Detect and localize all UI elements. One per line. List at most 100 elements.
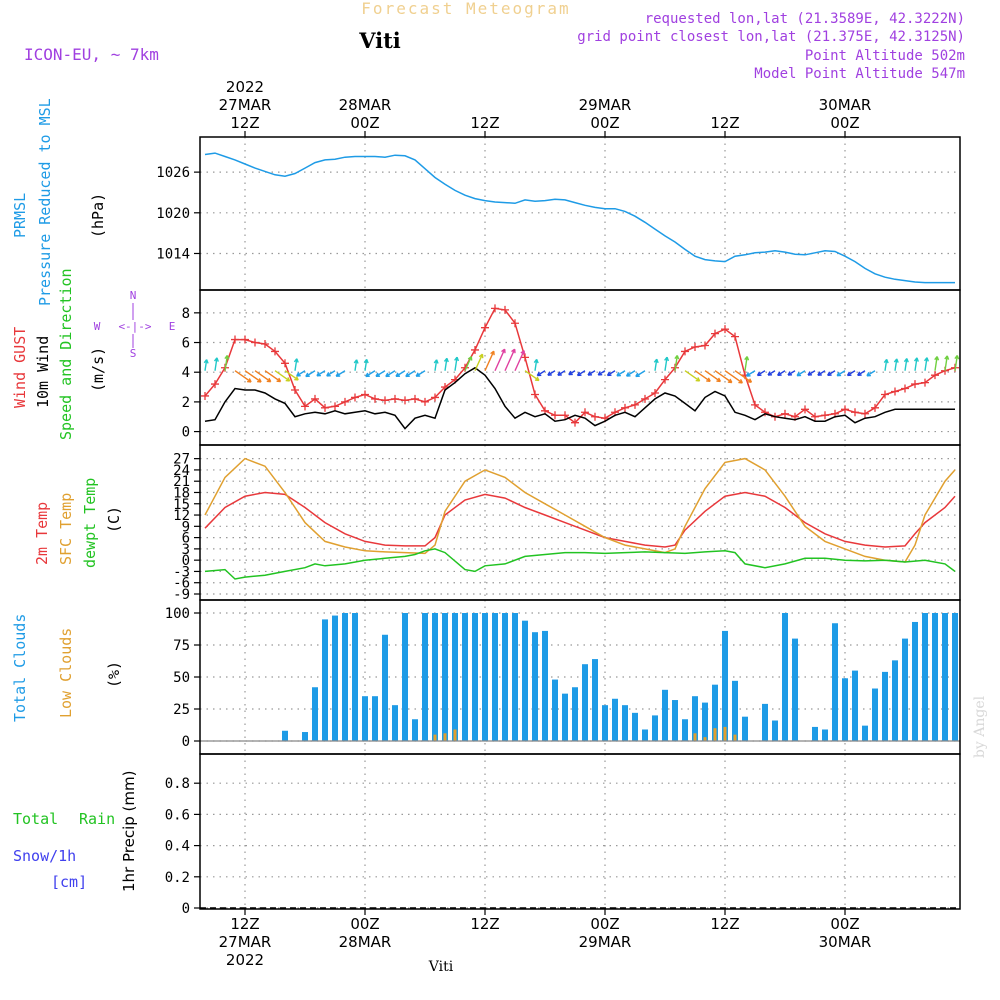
wind-arrow-head bbox=[954, 355, 960, 360]
ytick-label-pressure: 1026 bbox=[156, 165, 190, 181]
xtick-label-bottom: 12Z bbox=[470, 915, 499, 933]
wind-arrow bbox=[934, 356, 938, 371]
bar-total-clouds bbox=[552, 679, 558, 741]
wind-arrow bbox=[395, 370, 406, 377]
gust-marker bbox=[631, 400, 639, 409]
bar-total-clouds bbox=[832, 623, 838, 741]
xtick-label-top: 12Z bbox=[230, 114, 259, 132]
bar-total-clouds bbox=[932, 613, 938, 741]
wind-arrow-head bbox=[934, 356, 940, 361]
wind-arrow-head bbox=[511, 348, 516, 354]
gust-marker bbox=[801, 405, 809, 414]
wind-arrow-head bbox=[944, 355, 950, 360]
wind-arrow-head bbox=[335, 372, 341, 377]
gust-marker bbox=[271, 347, 279, 356]
wind-arrow-head bbox=[266, 377, 272, 383]
cloud-unit: (%) bbox=[105, 661, 123, 688]
bar-total-clouds bbox=[472, 613, 478, 741]
wind-arrow bbox=[884, 359, 888, 371]
ytick-label-temperature: 9 bbox=[182, 519, 190, 535]
temp-labels: 2m Temp SFC Temp dewpt Temp (C) bbox=[33, 478, 123, 568]
bar-total-clouds bbox=[912, 621, 918, 741]
wind-arrow bbox=[704, 370, 721, 383]
temp-label-2: SFC Temp bbox=[57, 493, 75, 565]
wind-arrow bbox=[354, 359, 358, 371]
ytick-label-temperature: 3 bbox=[182, 542, 190, 558]
wind-arrow bbox=[847, 370, 856, 377]
ytick-label-wind: 0 bbox=[182, 425, 190, 441]
ytick-label-clouds: 100 bbox=[165, 606, 190, 622]
footer-location: Viti bbox=[428, 959, 454, 975]
panel-frame-wind bbox=[199, 289, 961, 446]
bar-total-clouds bbox=[572, 687, 578, 741]
bar-total-clouds bbox=[332, 615, 338, 741]
bar-total-clouds bbox=[772, 720, 778, 741]
xtick-label-bottom: 27MAR bbox=[219, 933, 272, 951]
wind-arrow bbox=[734, 370, 752, 383]
wind-arrow-head bbox=[547, 371, 552, 376]
model-point-altitude: Model Point Altitude 547m bbox=[754, 66, 965, 82]
wind-arrow bbox=[204, 359, 208, 371]
bar-total-clouds bbox=[392, 705, 398, 741]
wind-arrow bbox=[305, 370, 316, 378]
gust-marker bbox=[621, 403, 629, 412]
wind-arrow-head bbox=[597, 371, 603, 376]
ytick-label-temperature: -3 bbox=[173, 564, 190, 580]
wind-arrow-head bbox=[375, 372, 381, 378]
wind-arrow bbox=[694, 370, 711, 382]
wind-label-2: 10m Wind bbox=[34, 336, 52, 408]
wind-arrow bbox=[444, 358, 448, 371]
wind-arrow-head bbox=[576, 371, 582, 377]
pressure-labels: PRMSL Pressure Reduced to MSL (hPa) bbox=[11, 98, 107, 306]
wind-arrow bbox=[296, 370, 306, 377]
temp-label-3: dewpt Temp bbox=[81, 478, 99, 568]
gust-marker bbox=[591, 412, 599, 421]
gust-marker bbox=[681, 347, 689, 356]
bar-total-clouds bbox=[622, 705, 628, 741]
wind-arrow-head bbox=[664, 356, 670, 362]
gust-marker bbox=[411, 394, 419, 403]
gust-marker bbox=[281, 359, 289, 368]
ytick-label-temperature: 0 bbox=[182, 553, 190, 569]
bar-total-clouds bbox=[792, 638, 798, 741]
bar-low-clouds bbox=[453, 729, 457, 741]
gust-marker bbox=[821, 411, 829, 420]
wind-arrow bbox=[405, 370, 416, 378]
gust-marker bbox=[371, 394, 379, 403]
bar-total-clouds bbox=[732, 680, 738, 741]
cloud-label-2: Low Clouds bbox=[57, 628, 75, 718]
gust-marker bbox=[871, 403, 879, 412]
wind-arrow bbox=[894, 358, 898, 371]
wind-arrow-head bbox=[635, 372, 640, 378]
bar-total-clouds bbox=[312, 687, 318, 741]
gust-marker bbox=[471, 345, 479, 354]
wind-arrow-head bbox=[363, 358, 369, 364]
wind-arrow-head bbox=[293, 358, 299, 363]
wind-arrow bbox=[464, 356, 472, 372]
xtick-label-top: 2022 bbox=[226, 78, 264, 96]
bar-total-clouds bbox=[372, 696, 378, 741]
wind-arrow bbox=[244, 370, 262, 383]
ytick-label-temperature: 12 bbox=[173, 508, 190, 524]
gust-marker bbox=[691, 342, 699, 351]
precip-labels: Total Rain Snow/1h [cm] 1hr Precip (mm) bbox=[13, 771, 138, 892]
wind-arrow-head bbox=[467, 356, 473, 361]
wind-arrow bbox=[224, 355, 228, 371]
xtick-label-top: 00Z bbox=[350, 114, 379, 132]
wind-arrow bbox=[616, 370, 626, 377]
gust-marker bbox=[311, 394, 319, 403]
gust-marker bbox=[321, 403, 329, 412]
wind-arrow bbox=[264, 370, 281, 383]
plot-layer bbox=[200, 152, 960, 909]
wind-arrow-head bbox=[727, 378, 733, 384]
bar-low-clouds bbox=[713, 728, 717, 741]
wind-arrow-head bbox=[490, 350, 495, 356]
pressure-unit: (hPa) bbox=[89, 193, 107, 238]
ytick-label-temperature: -6 bbox=[173, 576, 190, 592]
gust-marker bbox=[811, 412, 819, 421]
gust-marker bbox=[751, 400, 759, 409]
wind-arrow bbox=[607, 370, 616, 377]
axis-layer: 10141020102602468-9-6-303691215182124270… bbox=[156, 78, 961, 969]
wind-arrow-head bbox=[836, 371, 842, 377]
gust-marker bbox=[521, 353, 529, 362]
